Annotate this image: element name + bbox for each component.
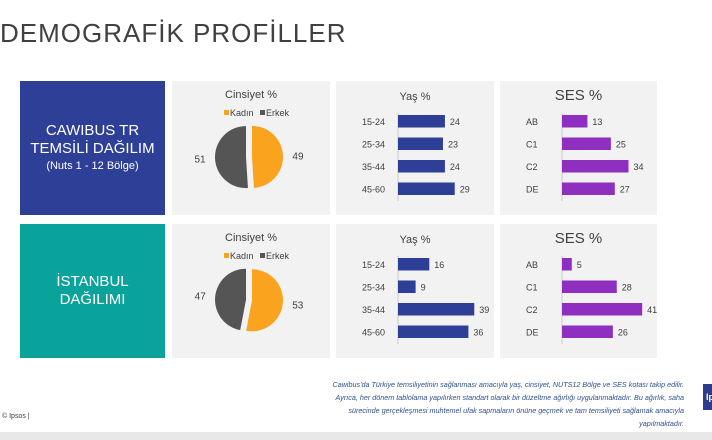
gender-pie-panel-istanbul: Cinsiyet % Kadın Erkek 53 47 xyxy=(172,224,330,358)
category-tick-label: C1 xyxy=(526,282,538,292)
bar-data-label: 25 xyxy=(616,139,626,149)
row-label-sub: (Nuts 1 - 12 Bölge) xyxy=(46,160,139,172)
legend-label: Kadın xyxy=(230,108,254,118)
bar-data-label: 34 xyxy=(633,162,643,172)
category-tick-label: 25-34 xyxy=(362,282,385,292)
category-tick-label: 45-60 xyxy=(362,327,385,337)
bar-data-label: 41 xyxy=(647,305,657,315)
category-tick-label: C1 xyxy=(526,139,538,149)
legend-swatch xyxy=(260,253,265,258)
ses-bar-panel-istanbul: SES % AB 5 C1 28 C2 41 DE 26 xyxy=(500,224,657,358)
row-label-istanbul: İSTANBUL DAĞILIMI xyxy=(20,224,165,358)
bar xyxy=(562,137,611,150)
bar xyxy=(398,115,445,128)
legend-label: Kadın xyxy=(230,251,254,261)
legend-label: Erkek xyxy=(266,108,290,118)
bar xyxy=(398,137,443,150)
footnote-line: Cawibus'da Türkiye temsiliyetinin sağlan… xyxy=(332,380,684,389)
category-tick-label: C2 xyxy=(526,162,538,172)
age-bar-panel-istanbul: Yaş % 15-24 16 25-34 9 35-44 39 45-60 36 xyxy=(336,224,494,358)
bar-data-label: 16 xyxy=(434,260,444,270)
row-label-cawibus-tr: CAWIBUS TR TEMSİLİ DAĞILIM (Nuts 1 - 12 … xyxy=(20,81,165,215)
category-tick-label: 25-34 xyxy=(362,139,385,149)
slice-data-label: 51 xyxy=(194,155,206,166)
bar xyxy=(398,280,416,293)
footnote-line: sürecinde gerçekleşmesi muhtemel ufak sa… xyxy=(348,406,684,415)
chart-svg: Cinsiyet % Kadın Erkek 53 47 xyxy=(195,232,304,332)
category-tick-label: 15-24 xyxy=(362,260,385,270)
bar xyxy=(562,258,572,271)
bar-data-label: 26 xyxy=(618,327,628,337)
copyright: © Ipsos | xyxy=(2,413,30,420)
bar xyxy=(398,182,455,195)
methodology-footnote: Cawibus'da Türkiye temsiliyetinin sağlan… xyxy=(214,378,684,430)
bar xyxy=(398,160,445,173)
bar xyxy=(398,325,469,338)
bar-data-label: 28 xyxy=(622,282,632,292)
bar-data-label: 29 xyxy=(460,184,470,194)
row-label-line: DAĞILIMI xyxy=(59,291,126,308)
chart-svg: SES % AB 5 C1 28 C2 41 DE 26 xyxy=(526,230,657,344)
chart-title: Yaş % xyxy=(400,234,431,246)
bar xyxy=(562,325,613,338)
bar xyxy=(562,182,615,195)
category-tick-label: C2 xyxy=(526,305,538,315)
ipsos-logo: Ipsos xyxy=(703,384,712,410)
pie-slice xyxy=(251,125,283,188)
category-tick-label: AB xyxy=(526,260,538,270)
category-tick-label: 15-24 xyxy=(362,117,385,127)
row-label-line: İSTANBUL xyxy=(56,273,129,290)
legend-swatch xyxy=(260,110,265,115)
chart-svg: Cinsiyet % Kadın Erkek 49 51 xyxy=(194,89,304,189)
chart-svg: Yaş % 15-24 16 25-34 9 35-44 39 45-60 36 xyxy=(362,234,489,344)
slice-data-label: 53 xyxy=(292,301,304,312)
category-tick-label: 35-44 xyxy=(362,305,385,315)
pie-slice xyxy=(215,126,248,189)
chart-title: SES % xyxy=(555,230,603,247)
slice-data-label: 47 xyxy=(195,291,207,302)
ses-bar-panel-tr: SES % AB 13 C1 25 C2 34 DE 27 xyxy=(500,81,657,215)
bar-data-label: 24 xyxy=(450,117,460,127)
legend-swatch xyxy=(224,110,229,115)
bar-data-label: 36 xyxy=(473,327,483,337)
chart-svg: SES % AB 13 C1 25 C2 34 DE 27 xyxy=(526,87,644,201)
bar xyxy=(562,280,617,293)
bottom-divider xyxy=(0,432,712,440)
age-bar-panel-tr: Yaş % 15-24 24 25-34 23 35-44 24 45-60 29 xyxy=(336,81,494,215)
bar xyxy=(562,115,588,128)
page-title: DEMOGRAFİK PROFİLLER xyxy=(0,18,347,48)
bar xyxy=(398,303,475,316)
chart-title: Yaş % xyxy=(400,91,431,103)
chart-title: SES % xyxy=(555,87,603,104)
row-label-line: CAWIBUS TR xyxy=(45,122,140,139)
gender-pie-panel-tr: Cinsiyet % Kadın Erkek 49 51 xyxy=(172,81,330,215)
slice-data-label: 49 xyxy=(292,151,304,162)
category-tick-label: DE xyxy=(526,327,539,337)
footnote-line: Ayrıca, her dönem tablolama yapılırken s… xyxy=(335,393,684,402)
bar xyxy=(562,303,643,316)
bar-data-label: 23 xyxy=(448,139,458,149)
pie-slice xyxy=(215,268,247,331)
bar-data-label: 39 xyxy=(479,305,489,315)
footnote-line: yapılmaktadır. xyxy=(639,419,684,428)
bar xyxy=(398,258,430,271)
bar-data-label: 24 xyxy=(450,162,460,172)
pie-slice xyxy=(246,269,283,332)
chart-title: Cinsiyet % xyxy=(225,89,277,101)
row-label-line: TEMSİLİ DAĞILIM xyxy=(30,140,155,157)
category-tick-label: DE xyxy=(526,184,539,194)
legend-swatch xyxy=(224,253,229,258)
category-tick-label: 45-60 xyxy=(362,184,385,194)
category-tick-label: 35-44 xyxy=(362,162,385,172)
bar-data-label: 27 xyxy=(620,184,630,194)
category-tick-label: AB xyxy=(526,117,538,127)
bar-data-label: 9 xyxy=(421,282,426,292)
legend-label: Erkek xyxy=(266,251,290,261)
chart-title: Cinsiyet % xyxy=(225,232,277,244)
chart-svg: Yaş % 15-24 24 25-34 23 35-44 24 45-60 29 xyxy=(362,91,470,201)
bar-data-label: 13 xyxy=(592,117,602,127)
bar xyxy=(562,160,629,173)
bar-data-label: 5 xyxy=(577,260,582,270)
